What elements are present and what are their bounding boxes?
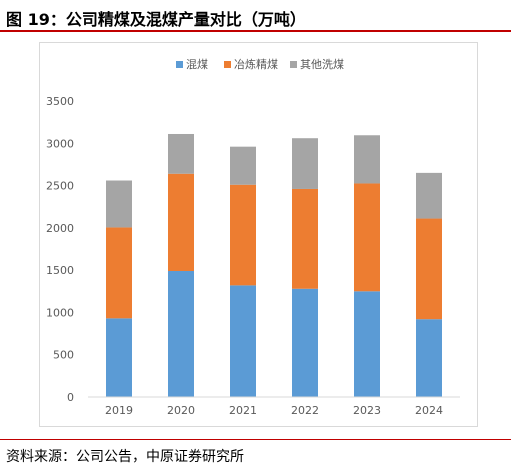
y-tick-label-3: 1500: [46, 264, 74, 277]
bar-2024-series-2: [416, 172, 442, 219]
y-tick-label-0: 0: [67, 391, 74, 404]
bar-2020-series-0: [168, 270, 194, 397]
legend-swatch-2: [290, 61, 297, 68]
legend-label-0: 混煤: [186, 58, 208, 71]
y-tick-label-7: 3500: [46, 95, 74, 108]
bar-2019-series-2: [106, 180, 132, 228]
title-divider: [0, 30, 511, 32]
bar-2021-series-1: [230, 184, 256, 286]
bar-2020-series-1: [168, 173, 194, 271]
bar-2022-series-0: [292, 288, 318, 397]
y-tick-label-5: 2500: [46, 180, 74, 193]
source-note: 资料来源：公司公告，中原证券研究所: [6, 449, 244, 465]
bar-2023-series-1: [354, 183, 380, 292]
bar-2021-series-0: [230, 285, 256, 397]
x-tick-label-1: 2020: [167, 404, 195, 417]
x-tick-label-0: 2019: [105, 404, 133, 417]
bar-2023-series-2: [354, 135, 380, 184]
bar-2020-series-2: [168, 133, 194, 174]
stacked-bar-chart: 0 500 1000 1500 2000 2500 3000 3500 2019 2020 2021…: [46, 57, 460, 417]
bar-2022-series-1: [292, 188, 318, 289]
legend-swatch-1: [224, 61, 231, 68]
bar-2019-series-0: [106, 318, 132, 397]
legend-label-1: 冶炼精煤: [234, 57, 278, 71]
x-tick-label-3: 2022: [291, 404, 319, 417]
y-tick-label-6: 3000: [46, 137, 74, 150]
chart-frame: 0 500 1000 1500 2000 2500 3000 3500 2019 2020 2021…: [39, 42, 478, 427]
bar-2021-series-2: [230, 146, 256, 185]
legend-label-2: 其他洗煤: [300, 58, 344, 71]
y-tick-label-2: 1000: [46, 306, 74, 319]
bar-2023-series-0: [354, 291, 380, 397]
x-tick-label-4: 2023: [353, 404, 381, 417]
source-divider: [0, 439, 511, 440]
figure-title: 图 19：公司精煤及混煤产量对比（万吨）: [6, 10, 306, 29]
bar-2022-series-2: [292, 138, 318, 189]
bar-2019-series-1: [106, 227, 132, 319]
legend-swatch-0: [176, 61, 183, 68]
x-tick-label-5: 2024: [415, 404, 443, 417]
x-tick-label-2: 2021: [229, 404, 257, 417]
bar-2024-series-1: [416, 218, 442, 320]
y-tick-label-1: 500: [53, 349, 74, 362]
bar-2024-series-0: [416, 319, 442, 397]
y-tick-label-4: 2000: [46, 222, 74, 235]
